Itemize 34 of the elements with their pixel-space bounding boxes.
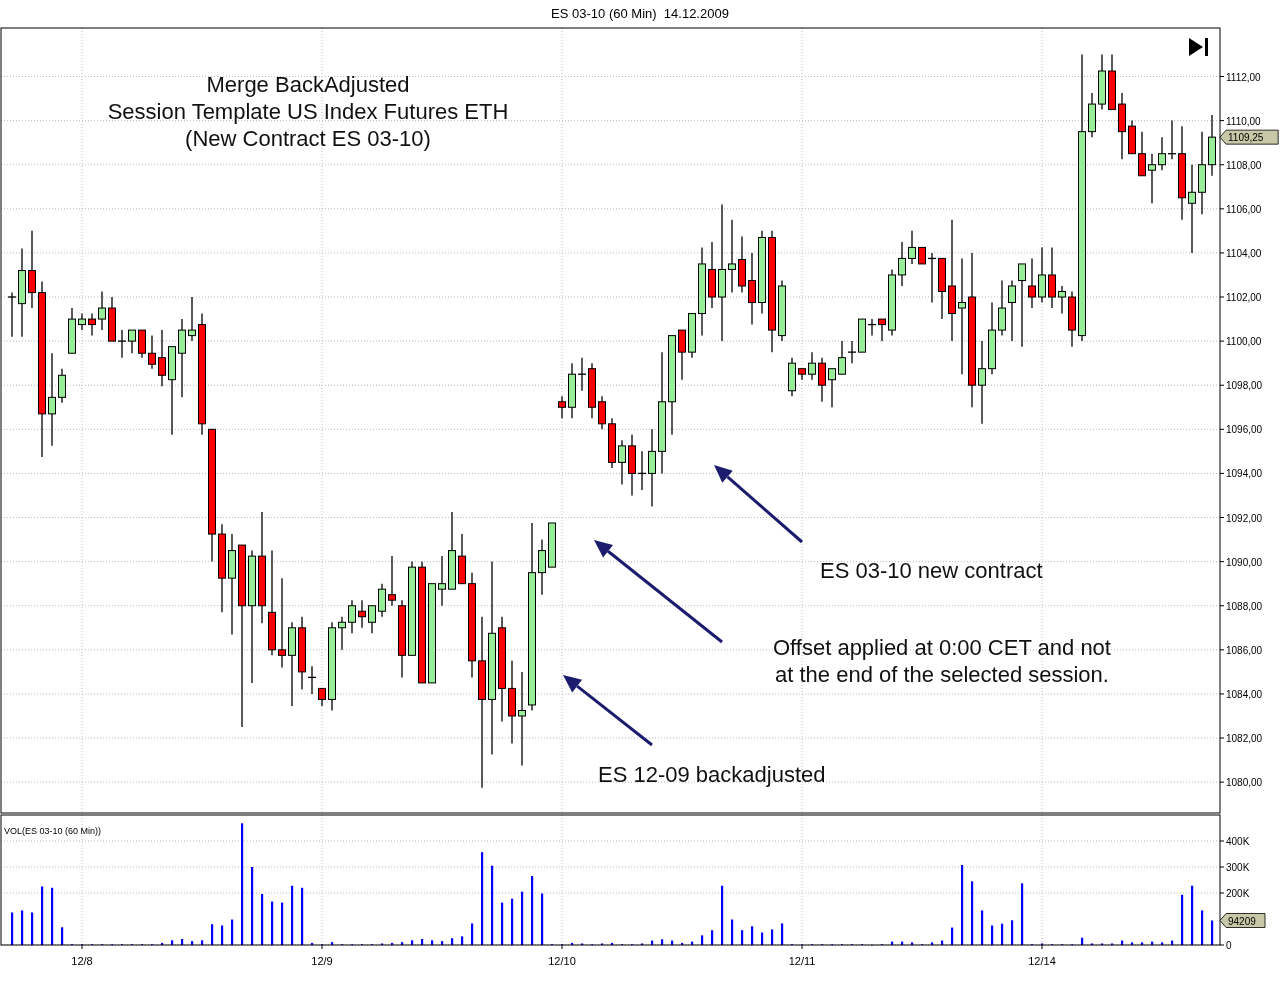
annotation: Merge BackAdjusted Session Template US Index Futures ETH (New Contract ES 03-10) xyxy=(107,72,509,151)
text: 1109,25 xyxy=(1228,132,1264,144)
annotation: ES 03-10 new contract xyxy=(820,558,1043,583)
x-tick-label: 12/9 xyxy=(311,955,333,967)
text: 94209 xyxy=(1228,915,1257,927)
text: VOL(ES 03-10 (60 Min)) xyxy=(4,826,102,836)
annotation: Offset applied at 0:00 CET and not at the end of the selected session. xyxy=(773,635,1111,687)
y-tick-label: 1104,00 xyxy=(1226,247,1262,259)
y-tick-label: 1090,00 xyxy=(1226,556,1263,568)
y-tick-label: 1086,00 xyxy=(1226,644,1263,656)
y-tick-label: 1108,00 xyxy=(1226,159,1262,171)
y-tick-label: 300K xyxy=(1226,862,1250,873)
y-tick-label: 1102,00 xyxy=(1226,292,1262,304)
chart-title: ES 03-10 (60 Min) 14.12.2009 xyxy=(551,6,729,21)
y-tick-label: 1094,00 xyxy=(1226,468,1263,480)
y-tick-label: 400K xyxy=(1226,836,1250,847)
y-tick-label: 1092,00 xyxy=(1226,512,1263,524)
y-tick-label: 1098,00 xyxy=(1226,380,1263,392)
x-tick-label: 12/11 xyxy=(788,955,816,967)
y-tick-label: 1100,00 xyxy=(1226,336,1262,348)
y-tick-label: 1110,00 xyxy=(1226,115,1262,127)
y-tick-label: 1080,00 xyxy=(1226,777,1263,789)
y-tick-label: 1096,00 xyxy=(1226,424,1263,436)
x-tick-label: 12/14 xyxy=(1028,955,1056,967)
annotation: ES 12-09 backadjusted xyxy=(598,762,826,787)
x-tick-label: 12/8 xyxy=(71,955,93,967)
y-tick-label: 0 xyxy=(1226,940,1232,951)
y-tick-label: 1112,00 xyxy=(1226,71,1262,83)
y-tick-label: 1088,00 xyxy=(1226,600,1263,612)
y-tick-label: 1082,00 xyxy=(1226,733,1263,745)
y-tick-label: 1084,00 xyxy=(1226,688,1263,700)
x-tick-label: 12/10 xyxy=(548,955,576,967)
y-tick-label: 1106,00 xyxy=(1226,203,1262,215)
y-tick-label: 200K xyxy=(1226,888,1250,899)
